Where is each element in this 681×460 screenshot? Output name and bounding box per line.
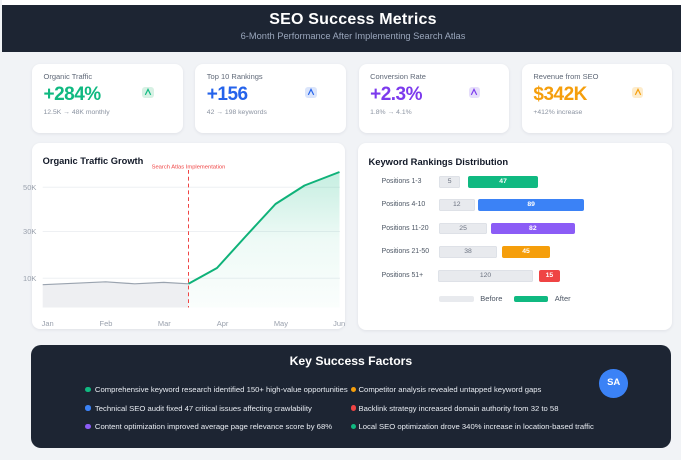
svg-text:May: May — [274, 319, 288, 328]
svg-text:30K: 30K — [23, 227, 36, 236]
svg-text:Feb: Feb — [100, 319, 113, 328]
svg-text:Apr: Apr — [217, 319, 229, 328]
svg-text:Search Atlas Implementation: Search Atlas Implementation — [152, 165, 226, 171]
svg-text:10K: 10K — [23, 274, 36, 283]
svg-text:Mar: Mar — [158, 319, 171, 328]
svg-text:Jun: Jun — [333, 319, 345, 328]
svg-text:50K: 50K — [23, 183, 36, 192]
svg-text:Organic Traffic Growth: Organic Traffic Growth — [43, 156, 144, 166]
svg-text:Jan: Jan — [42, 319, 54, 328]
